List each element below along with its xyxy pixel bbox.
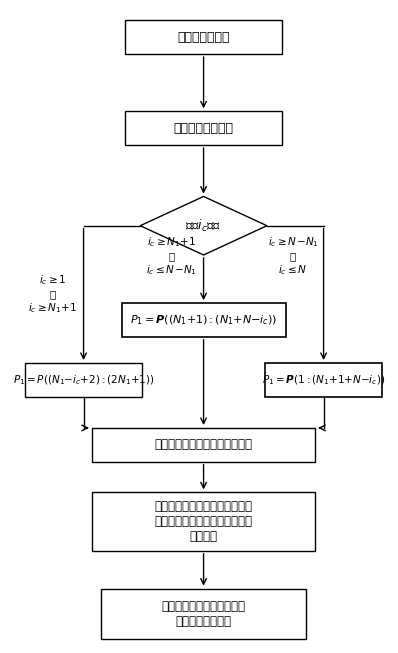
Text: $i_c \geq N_1\!+\!1$
且
$i_c \leq N\!-\!N_1$: $i_c \geq N_1\!+\!1$ 且 $i_c \leq N\!-\!N…: [146, 236, 197, 277]
Text: $\boldsymbol{P_1}{=}\boldsymbol{P}(1:(N_1{+}1{+}N{-}i_c))$: $\boldsymbol{P_1}{=}\boldsymbol{P}(1:(N_…: [262, 373, 385, 387]
FancyBboxPatch shape: [101, 588, 306, 639]
Text: 选择频率切片函数: 选择频率切片函数: [174, 121, 234, 135]
FancyBboxPatch shape: [92, 492, 315, 551]
Text: 轴筱振动加速的快速傅立叶变换: 轴筱振动加速的快速傅立叶变换: [154, 438, 253, 451]
FancyBboxPatch shape: [125, 111, 282, 145]
Text: $P_1{=}P((N_1{-}i_c{+}2):(2N_1{+}1))$: $P_1{=}P((N_1{-}i_c{+}2):(2N_1{+}1))$: [13, 373, 154, 387]
Text: 判断$i_c$大小: 判断$i_c$大小: [185, 217, 222, 234]
FancyBboxPatch shape: [265, 363, 382, 397]
Text: $i_c \geq N\!-\!N_1$
且
$i_c \leq N$: $i_c \geq N\!-\!N_1$ 且 $i_c \leq N$: [267, 236, 318, 277]
Text: $i_c \geq 1$
且
$i_c \geq N_1\!+\!1$: $i_c \geq 1$ 且 $i_c \geq N_1\!+\!1$: [28, 274, 78, 315]
Text: 根据时频分布特征判断轮轨
是否瞬间失去接触: 根据时频分布特征判断轮轨 是否瞬间失去接触: [162, 600, 246, 628]
FancyBboxPatch shape: [25, 363, 142, 397]
FancyBboxPatch shape: [121, 303, 285, 337]
FancyBboxPatch shape: [92, 428, 315, 462]
Text: 采集振动加速度: 采集振动加速度: [178, 31, 230, 44]
FancyBboxPatch shape: [125, 20, 282, 54]
Polygon shape: [140, 197, 267, 255]
Text: 针对不同频率进行反复的傅立叶
变换直至得到加速度信号的时频
分布特征: 针对不同频率进行反复的傅立叶 变换直至得到加速度信号的时频 分布特征: [154, 500, 253, 543]
Text: $\boldsymbol{P_1}=\boldsymbol{P}((N_1{+}1):(N_1{+}N{-}i_c))$: $\boldsymbol{P_1}=\boldsymbol{P}((N_1{+}…: [130, 313, 277, 326]
